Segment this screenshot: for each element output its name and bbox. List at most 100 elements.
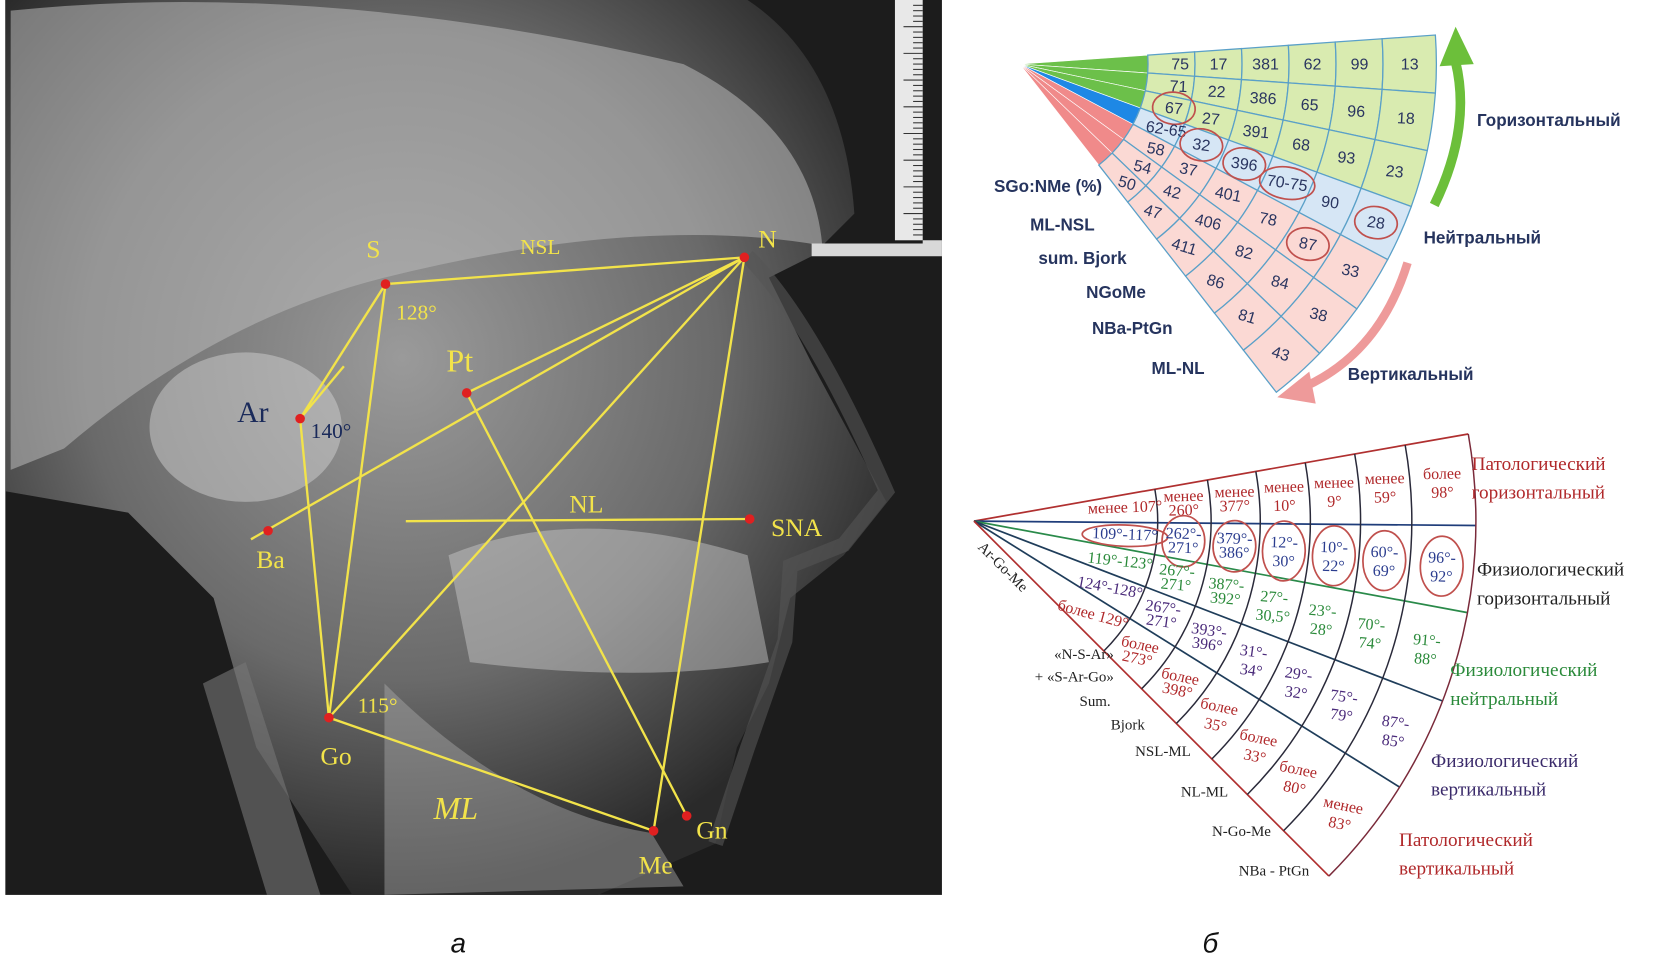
highlight-circle [1261, 520, 1307, 582]
column-arc [1246, 453, 1362, 796]
line-NL [405, 517, 750, 523]
category-label: вертикальный [1431, 780, 1546, 801]
cephalogram-xray: S NSL N 128° Pt Ar 140° NL SNA Ba 115° G… [5, 0, 942, 895]
fan-cell-value: 70°-74° [1357, 616, 1386, 654]
pink-arrow-head-icon [1277, 371, 1316, 404]
cell-text: 267°- [1159, 561, 1196, 581]
highlight-circle [1285, 226, 1330, 262]
row-label: ML-NL [1152, 359, 1205, 378]
line-Go-Me [328, 716, 654, 832]
cell-text: 43 [1270, 344, 1292, 365]
line-N-Go [328, 256, 746, 719]
cell-text: 74° [1358, 634, 1382, 653]
fan-cell-value: 99 [1351, 56, 1369, 73]
column-label: Ar-Go-Me [974, 539, 1031, 596]
line-Ar-skull [299, 365, 345, 420]
cell-text: 12°- [1270, 534, 1298, 552]
label-SNA: SNA [771, 513, 823, 542]
cell-text: 17 [1210, 56, 1228, 73]
cell-text: менее [1163, 488, 1203, 506]
category-label: нейтральный [1450, 689, 1558, 710]
fan-cell-value: 96°-92° [1419, 535, 1464, 597]
cell-text: более [1199, 695, 1240, 719]
cell-text: 379°- [1217, 530, 1253, 548]
highlight-circle [1161, 514, 1206, 568]
line-Ba-N [250, 256, 745, 541]
cell-text: 387°- [1208, 575, 1245, 595]
cell-text: 260° [1168, 502, 1199, 520]
cell-text: 96°- [1428, 549, 1456, 567]
fan-cell-value: 406 [1193, 211, 1223, 234]
ruler [811, 0, 942, 257]
cell-text: 33 [1340, 261, 1361, 281]
cell-text: 67 [1164, 100, 1183, 119]
cell-text: более [1423, 465, 1462, 483]
label-angle-S: 128° [396, 300, 437, 324]
column-label: Sum. [1080, 694, 1111, 710]
fan-cell-value: 54 [1132, 157, 1153, 178]
cell-text: 75 [1171, 56, 1189, 73]
cell-text: 58 [1145, 140, 1166, 160]
line-N-Pt [466, 256, 745, 395]
cell-text: 70-75 [1266, 173, 1309, 196]
fan-cell-value: 65 [1300, 97, 1319, 115]
cell-text: 393°- [1190, 620, 1228, 642]
line-Pt-Gn [465, 392, 688, 817]
fan-cell-value: 86 [1204, 272, 1226, 293]
cell-text: 22 [1207, 84, 1226, 102]
fan-cell-value: 84 [1269, 273, 1290, 294]
sector-boundary [973, 520, 1330, 877]
highlight-circle [1353, 205, 1399, 240]
cell-text: 34° [1239, 661, 1264, 681]
highlight-circle [1222, 146, 1267, 181]
point-SNA [744, 514, 755, 524]
cell-text: 27 [1201, 110, 1220, 129]
point-Me [648, 826, 659, 836]
fan-cell-value: 37 [1178, 160, 1199, 180]
fan-cell-value: 78 [1258, 210, 1279, 230]
cell-text: 42 [1161, 182, 1182, 203]
cell-text: 80° [1282, 778, 1307, 799]
fan-cell-value: менее 107° [1088, 498, 1163, 517]
highlight-circle [1081, 524, 1169, 548]
cell-text: 30,5° [1255, 607, 1291, 627]
fan-cell-value: 267°-271° [1159, 561, 1196, 595]
fan-cell-value: более 129° [1056, 597, 1130, 633]
cell-text: 398° [1161, 680, 1194, 703]
cell-text: 50 [1116, 173, 1138, 194]
label-NSL: NSL [520, 235, 560, 259]
fan-cell-value: 23 [1385, 163, 1404, 182]
cell-text: менее 107° [1088, 498, 1163, 517]
highlight-circle [1362, 529, 1407, 592]
cell-text: менее [1214, 483, 1254, 501]
cell-text: 32 [1191, 136, 1211, 155]
cell-text: 75°- [1329, 687, 1359, 708]
cell-text: 396 [1230, 154, 1259, 175]
label-S: S [366, 234, 380, 263]
cell-text: 33° [1242, 746, 1267, 767]
cell-text: 65 [1300, 97, 1319, 115]
cell-text: менее [1264, 478, 1304, 496]
cell-text: 81 [1236, 307, 1258, 328]
green-arrow [1429, 60, 1466, 208]
column-arc [1328, 433, 1477, 877]
category-label: Патологический [1472, 454, 1606, 475]
fan-cell-value: 379°-386° [1212, 519, 1257, 573]
label-Ba: Ba [256, 545, 285, 574]
cell-text: 85° [1381, 732, 1406, 752]
fan-cell-value: 43 [1270, 344, 1292, 365]
fan-cell-value: 60°-69° [1362, 529, 1407, 592]
category-vertical: Вертикальный [1348, 365, 1474, 384]
cell-text: 98° [1431, 484, 1454, 502]
fan-cell-value: 31°-34° [1239, 642, 1269, 681]
cell-text: менее [1314, 474, 1354, 492]
line-S-N [385, 256, 745, 286]
cell-text: 392° [1209, 589, 1241, 608]
label-Me: Me [639, 851, 673, 880]
category-neutral: Нейтральный [1424, 228, 1541, 247]
column-label: NL-ML [1181, 785, 1228, 801]
